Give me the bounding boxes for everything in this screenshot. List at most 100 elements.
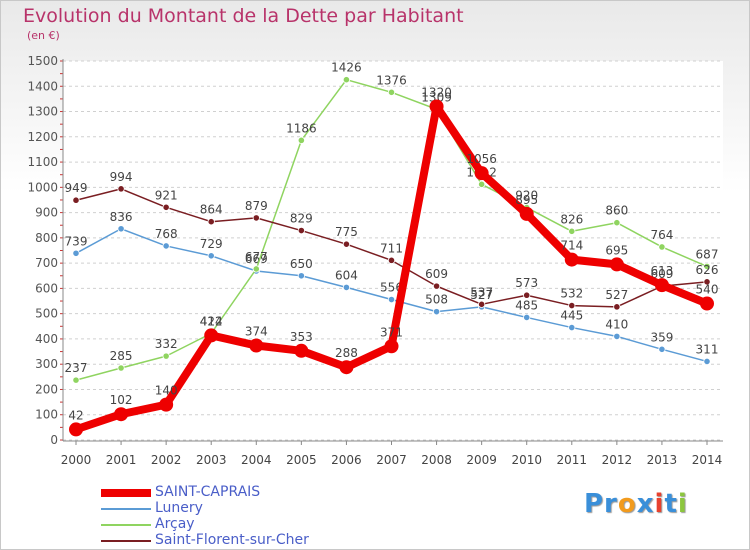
y-tick-label: 200 [35,382,58,396]
data-label: 422 [200,314,223,328]
data-label: 371 [380,325,403,339]
data-label: 895 [515,193,538,207]
data-point [568,323,576,332]
data-point [159,397,174,412]
data-point [700,296,714,311]
data-label: 764 [650,228,673,242]
data-label: 540 [696,283,719,297]
data-label: 537 [470,285,493,299]
data-label: 860 [605,204,628,218]
data-point [117,225,125,233]
data-point [117,185,125,193]
x-tick-label: 2011 [557,453,588,467]
data-point [658,243,666,251]
data-label: 374 [245,325,268,339]
y-tick-label: 400 [35,332,58,346]
data-point [342,240,351,248]
data-point [297,136,305,144]
data-point [703,278,711,286]
data-label: 775 [335,225,358,239]
y-tick-label: 0 [50,433,58,447]
data-label: 994 [110,170,133,184]
data-label: 864 [200,203,223,217]
y-tick-label: 300 [35,357,58,371]
data-point [162,242,170,250]
data-point [474,166,489,181]
data-label: 920 [515,189,538,203]
data-point [204,328,219,343]
data-point [523,313,531,322]
data-label: 1186 [286,121,317,135]
x-tick-label: 2014 [692,453,723,467]
data-label: 921 [155,188,178,202]
data-label: 1056 [466,152,497,166]
data-label: 285 [110,349,133,363]
legend-swatch [101,489,151,497]
x-tick-label: 2010 [511,453,542,467]
x-tick-label: 2007 [376,453,407,467]
legend-label: SAINT-CAPRAIS [155,484,261,500]
x-tick-label: 2012 [602,453,633,467]
data-label: 829 [290,212,313,226]
data-label: 332 [155,337,178,351]
legend-label: Arçay [155,516,195,532]
data-point [703,357,711,366]
data-point [72,376,80,384]
data-point [249,338,264,353]
data-label: 626 [696,263,719,277]
data-label: 604 [335,268,358,282]
data-label: 687 [696,247,719,261]
data-label: 695 [605,243,628,257]
legend-swatch [101,524,151,526]
data-label: 949 [65,181,88,195]
y-tick-label: 1000 [27,180,58,194]
data-point [342,76,351,84]
data-point [613,332,621,341]
series-saint-florent-sur-cher: 949 994 921 864 879 829 775 711 609 537 573 532 527 6… [65,170,719,311]
data-label: 410 [605,317,628,331]
data-label: 359 [650,330,673,344]
data-point [339,360,354,375]
data-point [252,265,260,273]
data-point [162,203,170,211]
data-point [429,99,444,114]
logo-letter: x [636,489,655,519]
data-point [519,206,534,221]
x-tick-label: 2006 [331,453,362,467]
line-chart: 0 100 200 300 400 500 600 700 800 900 1000 1100 1200… [27,54,723,467]
x-tick-label: 2013 [647,453,678,467]
y-tick-label: 100 [35,408,58,422]
data-label: 485 [515,298,538,312]
data-point [387,295,396,304]
data-label: 42 [68,408,83,422]
data-point [564,252,579,267]
proxiti-logo: Proxiti [584,489,688,519]
data-point [432,308,441,316]
x-tick-label: 2003 [196,453,227,467]
data-point [478,300,486,308]
data-point [613,219,621,227]
data-label: 353 [290,330,313,344]
x-tick-label: 2005 [286,453,317,467]
legend-swatch [101,508,151,510]
y-tick-label: 1500 [27,54,58,68]
data-label: 677 [245,250,268,264]
data-point [478,180,486,188]
data-label: 1376 [376,73,407,87]
data-point [207,218,215,226]
logo-letter: o [617,489,637,519]
data-label: 445 [560,309,583,323]
data-point [162,352,170,360]
chart-unit-label: (en €) [27,29,60,42]
data-label: 826 [560,212,583,226]
data-label: 613 [650,264,673,278]
legend-label: Lunery [155,500,203,516]
data-label: 669 [245,252,268,266]
data-point [613,303,621,311]
logo-letter: i [677,489,688,519]
data-point [568,227,576,235]
legend-label: Saint-Florent-sur-Cher [155,532,309,548]
data-label: 609 [650,267,673,281]
data-label: 527 [470,288,493,302]
